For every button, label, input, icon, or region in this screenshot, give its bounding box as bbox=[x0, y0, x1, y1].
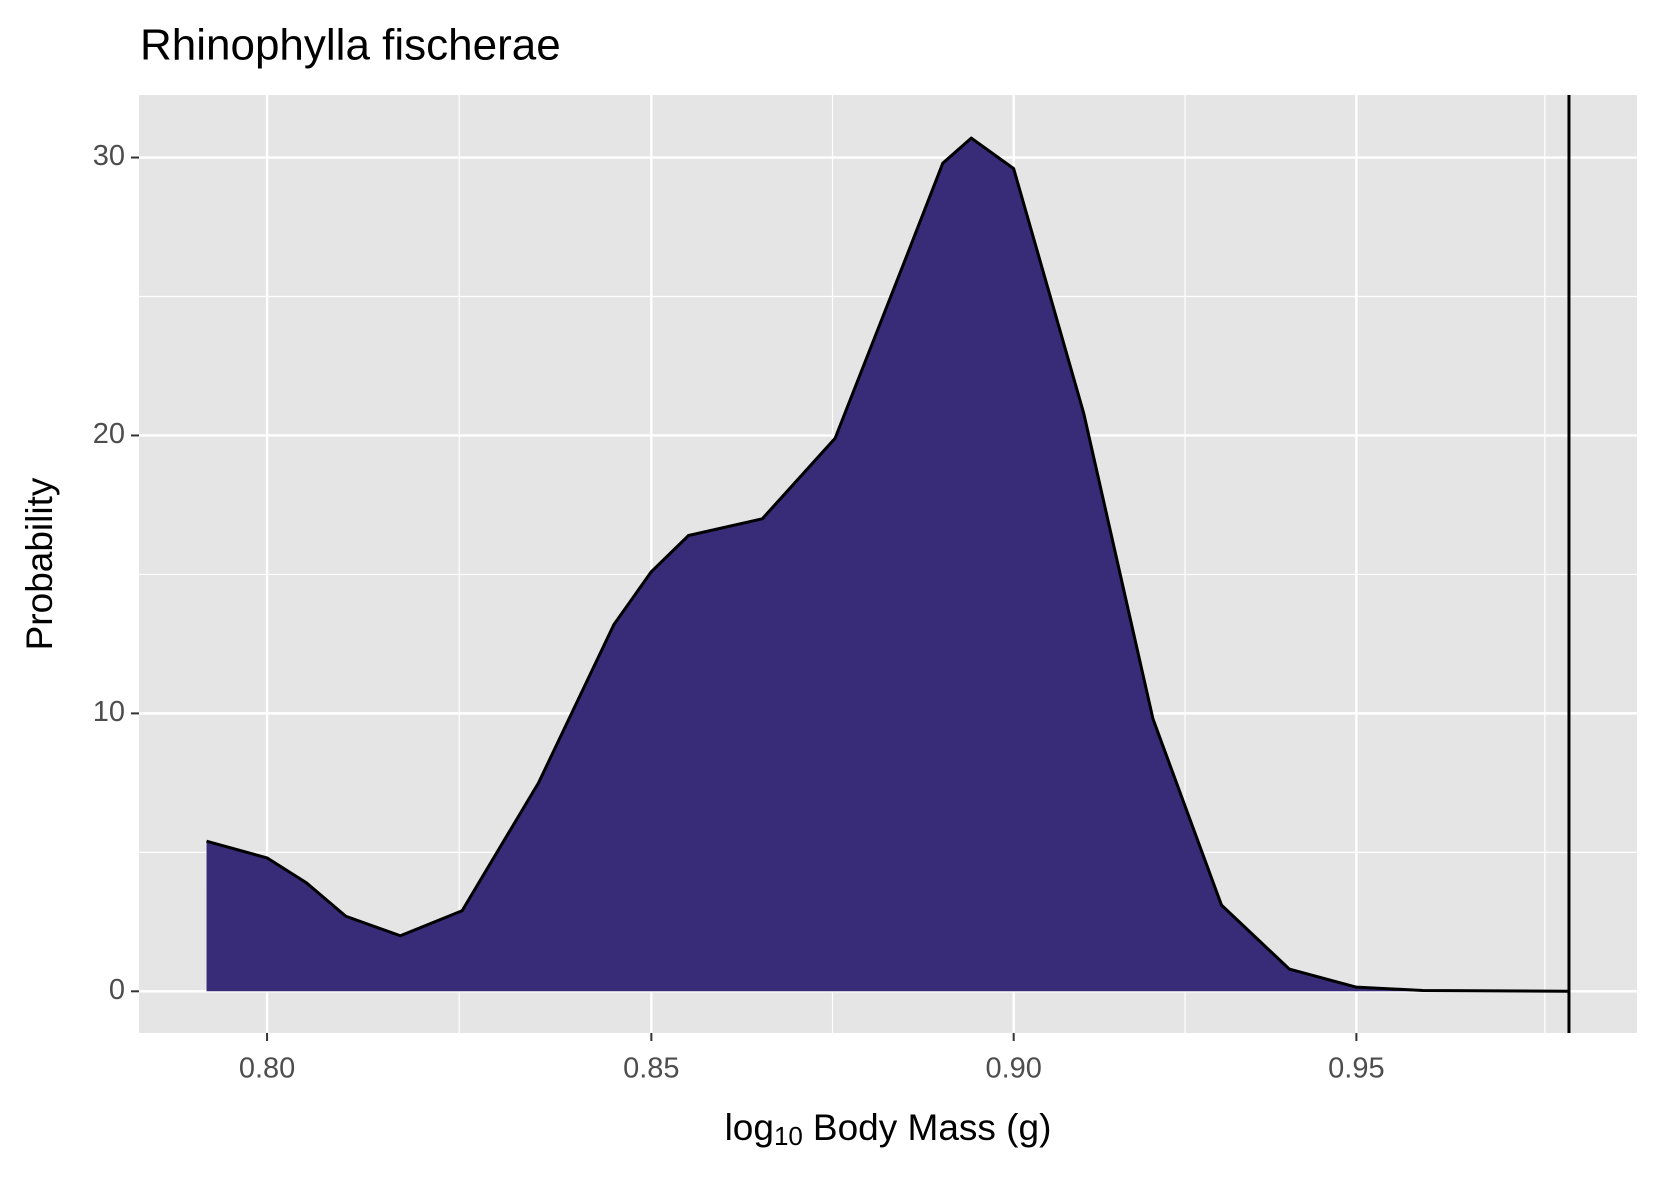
y-tick-label: 0 bbox=[109, 974, 125, 1006]
chart-title: Rhinophylla fischerae bbox=[140, 21, 561, 70]
x-tick-label: 0.90 bbox=[985, 1053, 1041, 1085]
y-tick-label: 10 bbox=[93, 696, 125, 728]
x-tick-label: 0.80 bbox=[239, 1053, 295, 1085]
x-axis-title: log10 Body Mass (g) bbox=[725, 1107, 1052, 1151]
x-axis-title-subscript: 10 bbox=[774, 1121, 803, 1151]
x-tick-label: 0.85 bbox=[623, 1053, 679, 1085]
x-tick-label: 0.95 bbox=[1328, 1053, 1384, 1085]
y-tick-label: 20 bbox=[93, 418, 125, 450]
density-area bbox=[206, 138, 1569, 992]
x-axis-title-rest: Body Mass (g) bbox=[813, 1107, 1052, 1148]
x-axis-title-base: log bbox=[725, 1107, 774, 1148]
y-axis-title: Probability bbox=[19, 477, 60, 650]
y-tick-label: 30 bbox=[93, 140, 125, 172]
density-line bbox=[206, 136, 1569, 993]
